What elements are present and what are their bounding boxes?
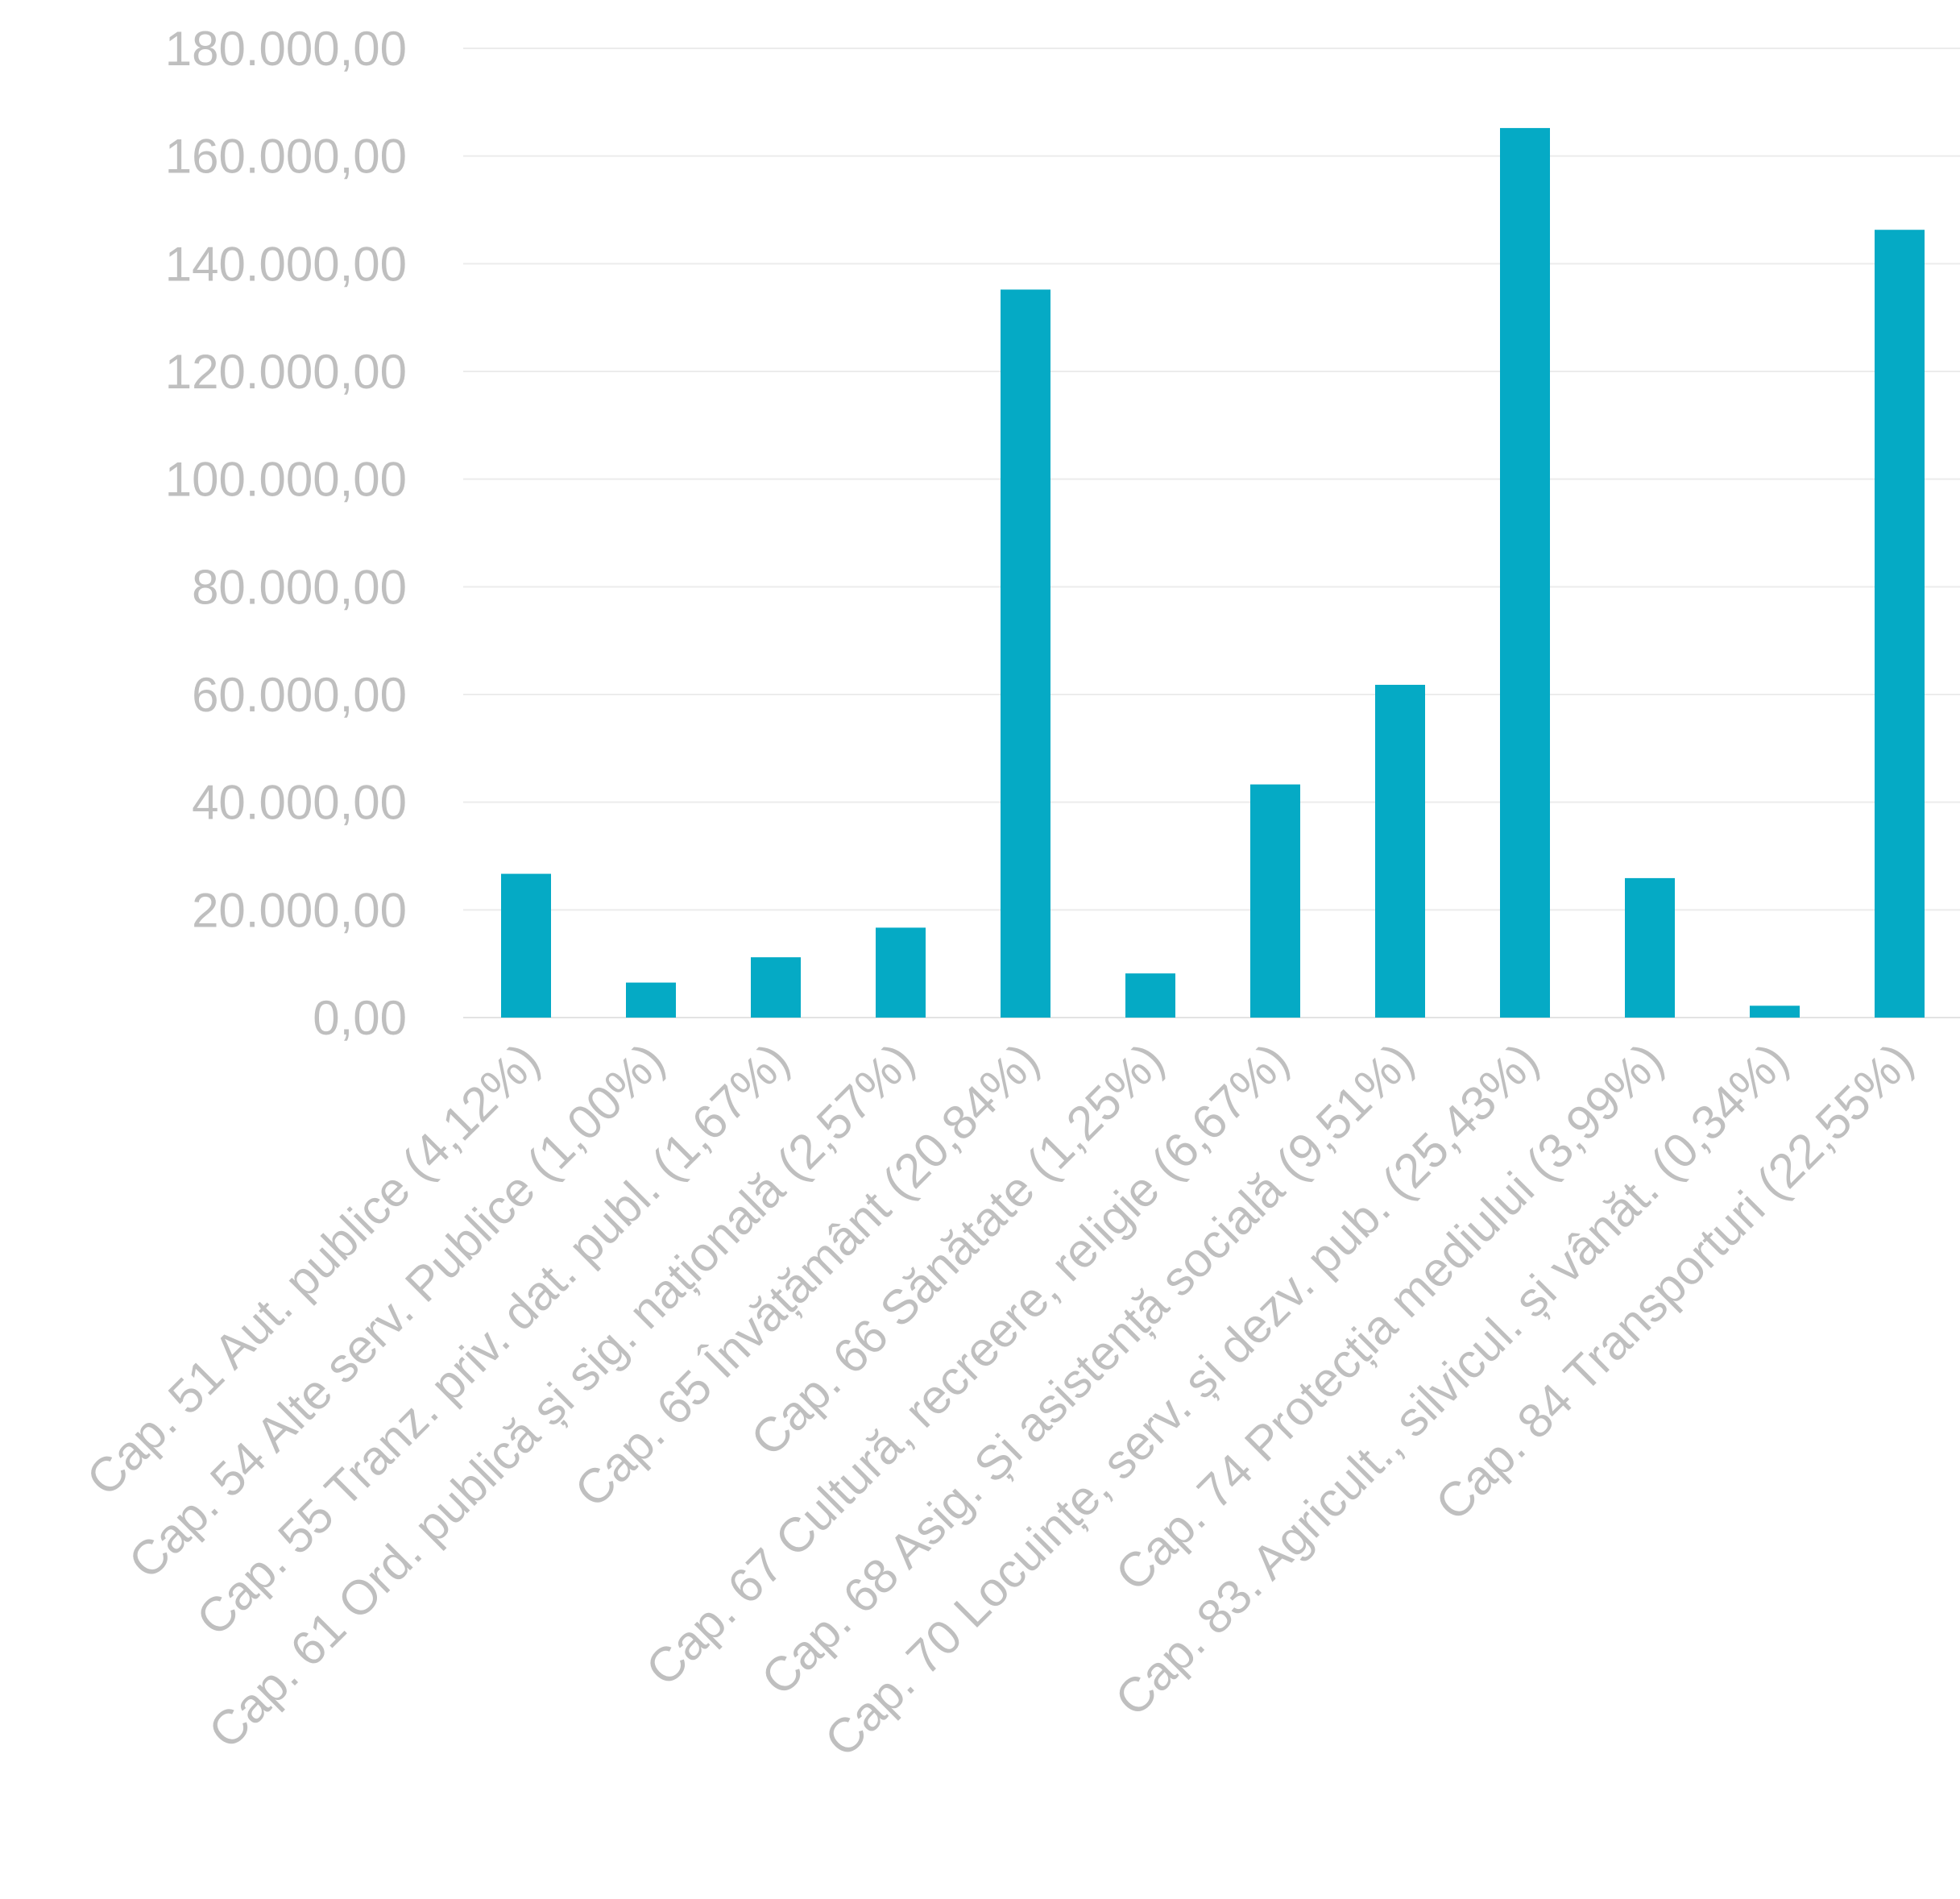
- gridlines: [463, 48, 1960, 1018]
- y-tick-label: 20.000,00: [192, 883, 407, 937]
- y-tick-label: 100.000,00: [165, 453, 407, 507]
- y-tick-label: 120.000,00: [165, 345, 407, 399]
- y-tick-label: 60.000,00: [192, 668, 407, 722]
- y-tick-label: 0,00: [313, 991, 407, 1045]
- y-tick-label: 180.000,00: [165, 22, 407, 76]
- y-tick-label: 40.000,00: [192, 776, 407, 830]
- bar: [1500, 127, 1550, 1018]
- bars: [501, 127, 1925, 1018]
- bar: [1875, 230, 1925, 1018]
- bar: [1750, 1005, 1800, 1018]
- bar: [751, 957, 801, 1018]
- x-axis-tick-labels: Cap. 51 Aut. publice (4,12%)Cap. 54 Alte…: [77, 1033, 1923, 1767]
- bar: [626, 982, 676, 1018]
- bar: [1625, 877, 1675, 1018]
- bar: [876, 927, 926, 1018]
- bar: [501, 873, 551, 1018]
- bar: [1001, 289, 1050, 1018]
- y-tick-label: 140.000,00: [165, 237, 407, 291]
- bar: [1125, 973, 1175, 1018]
- x-tick-label: Cap. 51 Aut. publice (4,12%): [77, 1033, 549, 1506]
- y-axis-tick-labels: 0,00 20.000,00 40.000,00 60.000,00 80.000,00…: [165, 22, 407, 1045]
- y-tick-label: 160.000,00: [165, 130, 407, 184]
- bar: [1375, 684, 1425, 1018]
- y-tick-label: 80.000,00: [192, 560, 407, 614]
- bar: [1250, 784, 1300, 1018]
